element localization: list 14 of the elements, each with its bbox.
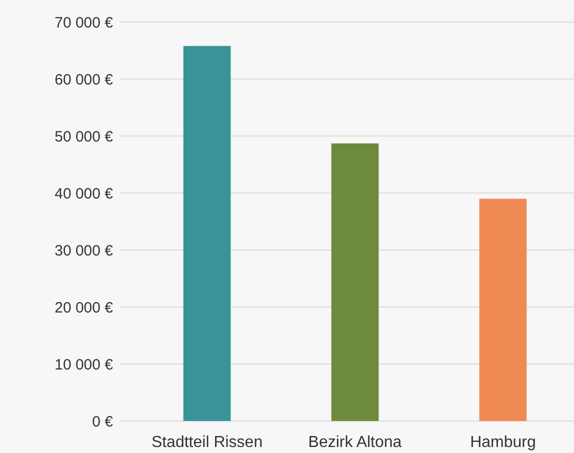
bar — [183, 46, 231, 421]
y-tick-label: 40 000 € — [54, 185, 114, 202]
y-tick-label: 0 € — [92, 413, 114, 430]
y-tick-label: 50 000 € — [54, 128, 114, 146]
y-tick-label: 10 000 € — [54, 356, 114, 374]
y-tick-label: 20 000 € — [54, 299, 114, 316]
y-tick-label: 70 000 € — [54, 14, 114, 32]
bar — [479, 198, 527, 421]
bar — [331, 143, 379, 421]
x-tick-label: Stadtteil Rissen — [151, 434, 263, 451]
x-tick-label: Hamburg — [470, 434, 536, 451]
y-tick-label: 30 000 € — [54, 242, 114, 260]
x-tick-label: Bezirk Altona — [308, 434, 402, 451]
y-tick-label: 60 000 € — [54, 71, 114, 88]
